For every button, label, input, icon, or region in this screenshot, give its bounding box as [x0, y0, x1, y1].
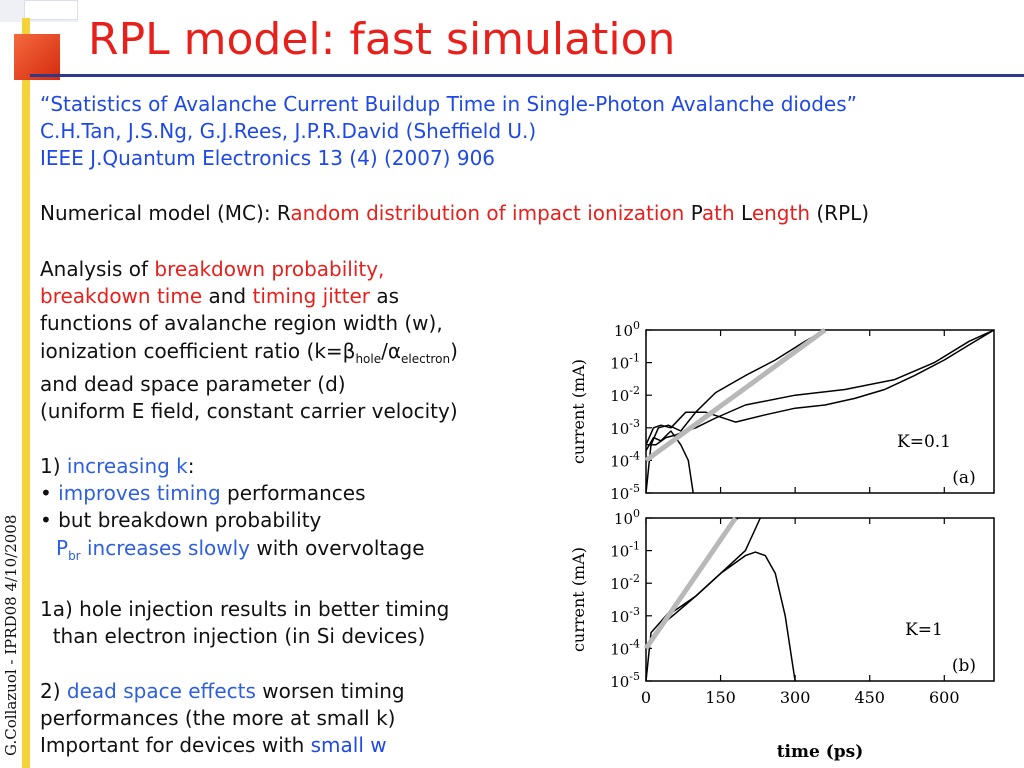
- simulation-curve: [645, 329, 826, 494]
- y-axis-label: current (mA): [569, 359, 588, 464]
- simulation-curve: [645, 329, 995, 446]
- slide-title: RPL model: fast simulation: [88, 14, 676, 65]
- point-1a-line-2: than electron injection (in Si devices): [40, 624, 426, 648]
- point-1-line-2: • improves timing performances: [40, 480, 366, 507]
- y-axis-label: current (mA): [569, 547, 588, 652]
- analysis-text: ionization coefficient ratio (k=β: [40, 339, 356, 363]
- y-tick-label: 10-5: [610, 670, 640, 691]
- y-tick-label: 10-3: [610, 605, 640, 626]
- side-footer-text: G.Collazuol - IPRD08 4/10/2008: [2, 514, 20, 756]
- point-1a-line-1: 1a) hole injection results in better tim…: [40, 597, 450, 621]
- simulation-curve: [645, 551, 796, 682]
- point-2-line-2: performances (the more at small k): [40, 706, 396, 730]
- analysis-text: as: [369, 284, 400, 308]
- y-tick-label: 10-4: [610, 637, 640, 658]
- y-tick-label: 100: [614, 507, 640, 528]
- panel-label: (b): [952, 656, 976, 676]
- analysis-highlight: breakdown probability,: [154, 257, 385, 281]
- simulation-curve: [646, 329, 995, 446]
- model-text-e: L: [741, 201, 752, 225]
- model-text-f: ength: [751, 201, 811, 225]
- analysis-text: ): [450, 339, 458, 363]
- analysis-line-3: functions of avalanche region width (w),: [40, 311, 443, 335]
- k-annotation: K=1: [905, 620, 943, 640]
- model-text-b: andom distribution of impact ionization: [290, 201, 691, 225]
- corner-decoration-inner: [24, 0, 78, 20]
- k-annotation: K=0.1: [897, 432, 951, 452]
- reference-authors: C.H.Tan, J.S.Ng, G.J.Rees, J.P.R.David (…: [40, 119, 537, 143]
- y-tick-label: 10-5: [610, 482, 640, 503]
- point-highlight: improves timing: [58, 481, 221, 505]
- model-text-g: (RPL): [810, 201, 870, 225]
- analysis-line-6: (uniform E field, constant carrier veloc…: [40, 399, 458, 423]
- model-text-d: ath: [701, 201, 742, 225]
- x-tick-label: 600: [929, 688, 960, 707]
- y-tick-label: 100: [614, 319, 640, 340]
- current-vs-time-chart: 100 10-1 10-2 10-3 10-4 10-5 current (mA) K=0.1…: [569, 319, 995, 762]
- analysis-line-1: Analysis of breakdown probability,: [40, 256, 384, 283]
- point-text: worsen timing: [255, 679, 405, 703]
- y-tick-label: 10-3: [610, 417, 640, 438]
- x-tick-label: 150: [705, 688, 736, 707]
- panel-a: 100 10-1 10-2 10-3 10-4 10-5 current (mA) K=0.1…: [569, 319, 995, 503]
- point-2-line-1: 2) dead space effects worsen timing: [40, 678, 405, 705]
- model-text-a: Numerical model (MC): R: [40, 201, 291, 225]
- point-text: 1): [40, 454, 67, 478]
- analysis-line-5: and dead space parameter (d): [40, 372, 346, 396]
- model-description: Numerical model (MC): Random distributio…: [40, 200, 869, 227]
- subscript-hole: hole: [355, 352, 382, 366]
- point-text: performances: [220, 481, 366, 505]
- point-text: :: [187, 454, 195, 478]
- point-highlight: P: [56, 536, 69, 560]
- plot-frame: [645, 517, 995, 682]
- x-axis-label: time (ps): [777, 742, 864, 762]
- fit-line: [643, 516, 738, 650]
- y-tick-label: 10-4: [610, 449, 640, 470]
- y-tick-label: 10-1: [610, 352, 640, 373]
- analysis-highlight: timing jitter: [252, 284, 370, 308]
- point-1-line-3: • but breakdown probability: [40, 508, 322, 532]
- x-tick-label: 300: [780, 688, 811, 707]
- simulation-curve: [645, 430, 694, 494]
- point-highlight: increases slowly: [80, 536, 251, 560]
- point-text: 2): [40, 679, 67, 703]
- reference-journal: IEEE J.Quantum Electronics 13 (4) (2007)…: [40, 146, 496, 170]
- point-highlight: small w: [310, 733, 387, 757]
- y-tick-label: 10-2: [610, 384, 640, 405]
- point-2-line-3: Important for devices with small w: [40, 732, 387, 759]
- x-tick-label: 450: [854, 688, 885, 707]
- point-1-line-4: Pbr increases slowly with overvoltage: [56, 535, 425, 562]
- y-tick-label: 10-1: [610, 540, 640, 561]
- analysis-line-4: ionization coefficient ratio (k=βhole/αe…: [40, 338, 458, 365]
- point-highlight: increasing k: [66, 454, 188, 478]
- left-accent-bar: [22, 18, 30, 768]
- model-text-c: P: [690, 201, 702, 225]
- analysis-text: Analysis of: [40, 257, 155, 281]
- subscript-br: br: [68, 549, 81, 563]
- plot-frame: [645, 329, 995, 494]
- analysis-line-2: breakdown time and timing jitter as: [40, 283, 399, 310]
- fit-line: [644, 327, 827, 463]
- panel-label: (a): [952, 468, 975, 488]
- panel-b: 100 10-1 10-2 10-3 10-4 10-50 150 300 450 600 curr…: [569, 507, 995, 707]
- analysis-text: /α: [381, 339, 402, 363]
- title-accent-square: [14, 34, 60, 80]
- x-tick-label: 0: [641, 688, 651, 707]
- reference-title: “Statistics of Avalanche Current Buildup…: [40, 92, 857, 116]
- bullet: •: [40, 481, 59, 505]
- y-tick-label: 10-2: [610, 572, 640, 593]
- simulation-curve: [645, 517, 761, 649]
- point-highlight: dead space effects: [66, 679, 256, 703]
- subscript-electron: electron: [401, 352, 451, 366]
- analysis-highlight: breakdown time: [40, 284, 203, 308]
- point-1-line-1: 1) increasing k:: [40, 453, 195, 480]
- analysis-text: and: [202, 284, 253, 308]
- point-text: with overvoltage: [250, 536, 425, 560]
- title-underline: [30, 74, 1024, 77]
- point-text: Important for devices with: [40, 733, 311, 757]
